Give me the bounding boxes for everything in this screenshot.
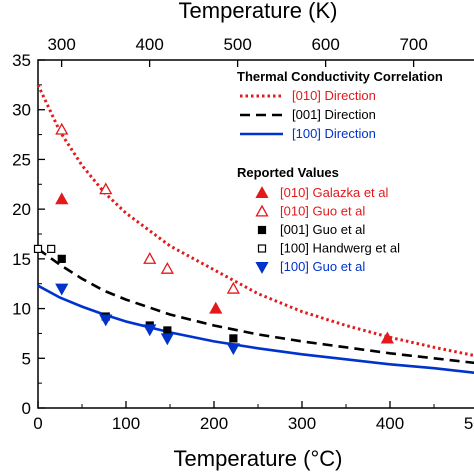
x-tick-label: 400 bbox=[376, 414, 404, 433]
point-010-galazka-et-al bbox=[55, 192, 69, 205]
y-tick-label: 25 bbox=[12, 150, 31, 169]
point-001-guo-et-al bbox=[163, 326, 172, 335]
point-100-guo-et-al bbox=[143, 324, 157, 337]
point-001-guo-et-al bbox=[229, 334, 238, 343]
point-100-guo-et-al bbox=[55, 283, 69, 296]
top-x-tick-label: 700 bbox=[399, 35, 427, 54]
x-tick-label: 0 bbox=[33, 414, 42, 433]
top-x-tick-label: 300 bbox=[47, 35, 75, 54]
fit-lines bbox=[36, 84, 474, 375]
point-100-guo-et-al bbox=[226, 343, 240, 356]
legend-label-100-direction: [100] Direction bbox=[292, 126, 376, 141]
top-x-axis: 300 400 500 600 700 bbox=[47, 35, 428, 67]
y-tick-label: 20 bbox=[12, 200, 31, 219]
legend-label-010-guo-et-al: [010] Guo et al bbox=[280, 204, 365, 219]
x-tick-label: 500 bbox=[464, 414, 474, 433]
point-010-guo-et-al bbox=[160, 261, 174, 274]
y-tick-label: 15 bbox=[12, 250, 31, 269]
line-100-direction bbox=[37, 284, 474, 375]
legend-label-001-guo-et-al: [001] Guo et al bbox=[280, 222, 365, 237]
line-001-direction bbox=[37, 247, 474, 365]
x-tick-label: 100 bbox=[112, 414, 140, 433]
data-points bbox=[33, 122, 394, 356]
legend-label-010-galazka-et-al: [010] Galazka et al bbox=[280, 185, 389, 200]
legend-label-001-direction: [001] Direction bbox=[292, 107, 376, 122]
legend-marker-100-guo-et-al bbox=[255, 261, 269, 274]
top-x-tick-label: 400 bbox=[135, 35, 163, 54]
y-tick-label: 35 bbox=[12, 51, 31, 70]
top-x-tick-label: 500 bbox=[223, 35, 251, 54]
legend-marker-010-guo-et-al bbox=[255, 204, 269, 217]
legend-title-reported: Reported Values bbox=[237, 165, 339, 180]
legend-marker-100-handwerg-et-al bbox=[257, 244, 267, 253]
y-tick-label: 10 bbox=[12, 300, 31, 319]
x-tick-label: 300 bbox=[288, 414, 316, 433]
point-010-galazka-et-al bbox=[380, 331, 394, 344]
y-tick-label: 0 bbox=[22, 399, 31, 418]
y-tick-label: 5 bbox=[22, 349, 31, 368]
point-010-guo-et-al bbox=[226, 281, 240, 294]
y-axis: 0 5 10 15 20 25 30 35 bbox=[12, 51, 45, 418]
top-x-tick-label: 600 bbox=[311, 35, 339, 54]
legend-marker-010-galazka-et-al bbox=[255, 186, 269, 199]
point-100-handwerg-et-al bbox=[47, 244, 56, 254]
point-010-guo-et-al bbox=[99, 182, 113, 195]
top-x-axis-title: Temperature (K) bbox=[179, 0, 338, 23]
legend-marker-001-guo-et-al bbox=[257, 225, 267, 235]
point-010-guo-et-al bbox=[55, 122, 69, 135]
point-001-guo-et-al bbox=[57, 254, 66, 263]
x-axis-title: Temperature (°C) bbox=[174, 446, 343, 471]
point-100-guo-et-al bbox=[99, 314, 113, 327]
point-010-galazka-et-al bbox=[209, 301, 223, 314]
point-100-guo-et-al bbox=[160, 333, 174, 346]
legend: Thermal Conductivity Correlation [010] Di… bbox=[237, 69, 443, 274]
legend-label-010-direction: [010] Direction bbox=[292, 88, 376, 103]
x-axis: 0 100 200 300 400 500 bbox=[33, 401, 474, 433]
legend-label-100-guo-et-al: [100] Guo et al bbox=[280, 259, 365, 274]
y-tick-label: 30 bbox=[12, 101, 31, 120]
point-010-guo-et-al bbox=[143, 252, 157, 264]
legend-label-100-handwerg-et-al: [100] Handwerg et al bbox=[280, 241, 400, 256]
x-tick-label: 200 bbox=[200, 414, 228, 433]
point-100-handwerg-et-al bbox=[33, 244, 43, 254]
legend-title-correlation: Thermal Conductivity Correlation bbox=[237, 69, 443, 84]
